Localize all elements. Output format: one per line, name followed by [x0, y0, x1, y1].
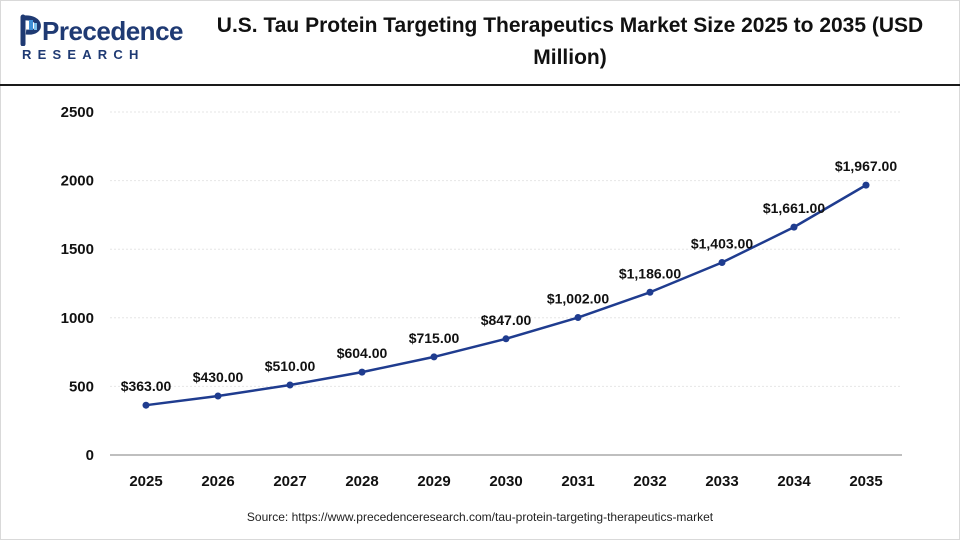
data-label: $715.00: [409, 330, 460, 346]
y-tick-label: 500: [69, 378, 94, 395]
series-line: [145, 184, 867, 407]
data-label: $510.00: [265, 358, 316, 374]
y-tick-label: 2000: [61, 173, 94, 190]
y-tick-label: 2500: [61, 104, 94, 121]
data-label: $363.00: [121, 378, 172, 394]
source-note: Source: https://www.precedenceresearch.c…: [246, 510, 714, 524]
x-tick-label: 2025: [129, 473, 162, 490]
header-divider: [0, 84, 960, 86]
x-tick-label: 2032: [633, 473, 666, 490]
x-tick-label: 2029: [417, 473, 450, 490]
x-tick-label: 2035: [849, 473, 882, 490]
logo-mark-icon: [20, 14, 41, 46]
data-label: $1,967.00: [835, 158, 897, 174]
data-label: $1,002.00: [547, 291, 609, 307]
chart-title: U.S. Tau Protein Targeting Therapeutics …: [216, 14, 924, 69]
y-tick-label: 0: [86, 447, 94, 464]
data-label: $1,661.00: [763, 200, 825, 216]
logo-wordmark: Precedence: [42, 16, 183, 46]
y-tick-label: 1500: [61, 241, 94, 258]
data-point: [862, 181, 870, 189]
data-point: [574, 314, 582, 322]
y-tick-label: 1000: [61, 310, 94, 327]
header: Precedence RESEARCH U.S. Tau Protein Tar…: [0, 0, 960, 84]
x-tick-label: 2034: [777, 473, 811, 490]
x-tick-label: 2031: [561, 473, 594, 490]
x-tick-label: 2028: [345, 473, 378, 490]
x-tick-label: 2030: [489, 473, 522, 490]
x-tick-label: 2026: [201, 473, 234, 490]
data-point: [646, 288, 654, 296]
logo-subtitle: RESEARCH: [22, 47, 145, 62]
data-point: [358, 368, 366, 376]
data-label: $1,186.00: [619, 265, 681, 281]
data-point: [790, 223, 798, 231]
data-point: [502, 335, 510, 343]
data-point: [142, 401, 150, 409]
data-point: [214, 392, 222, 400]
x-tick-label: 2027: [273, 473, 306, 490]
data-point: [718, 259, 726, 267]
brand-logo: Precedence RESEARCH: [20, 14, 183, 64]
data-point: [286, 381, 294, 389]
data-label: $430.00: [193, 369, 244, 385]
data-point: [430, 353, 438, 361]
data-label: $847.00: [481, 312, 532, 328]
x-tick-label: 2033: [705, 473, 738, 490]
data-label: $1,403.00: [691, 236, 753, 252]
line-chart: 0 500 1000 1500 2000 2500 2025 2026 2027 2028 2029…: [61, 104, 902, 490]
data-label: $604.00: [337, 345, 388, 361]
